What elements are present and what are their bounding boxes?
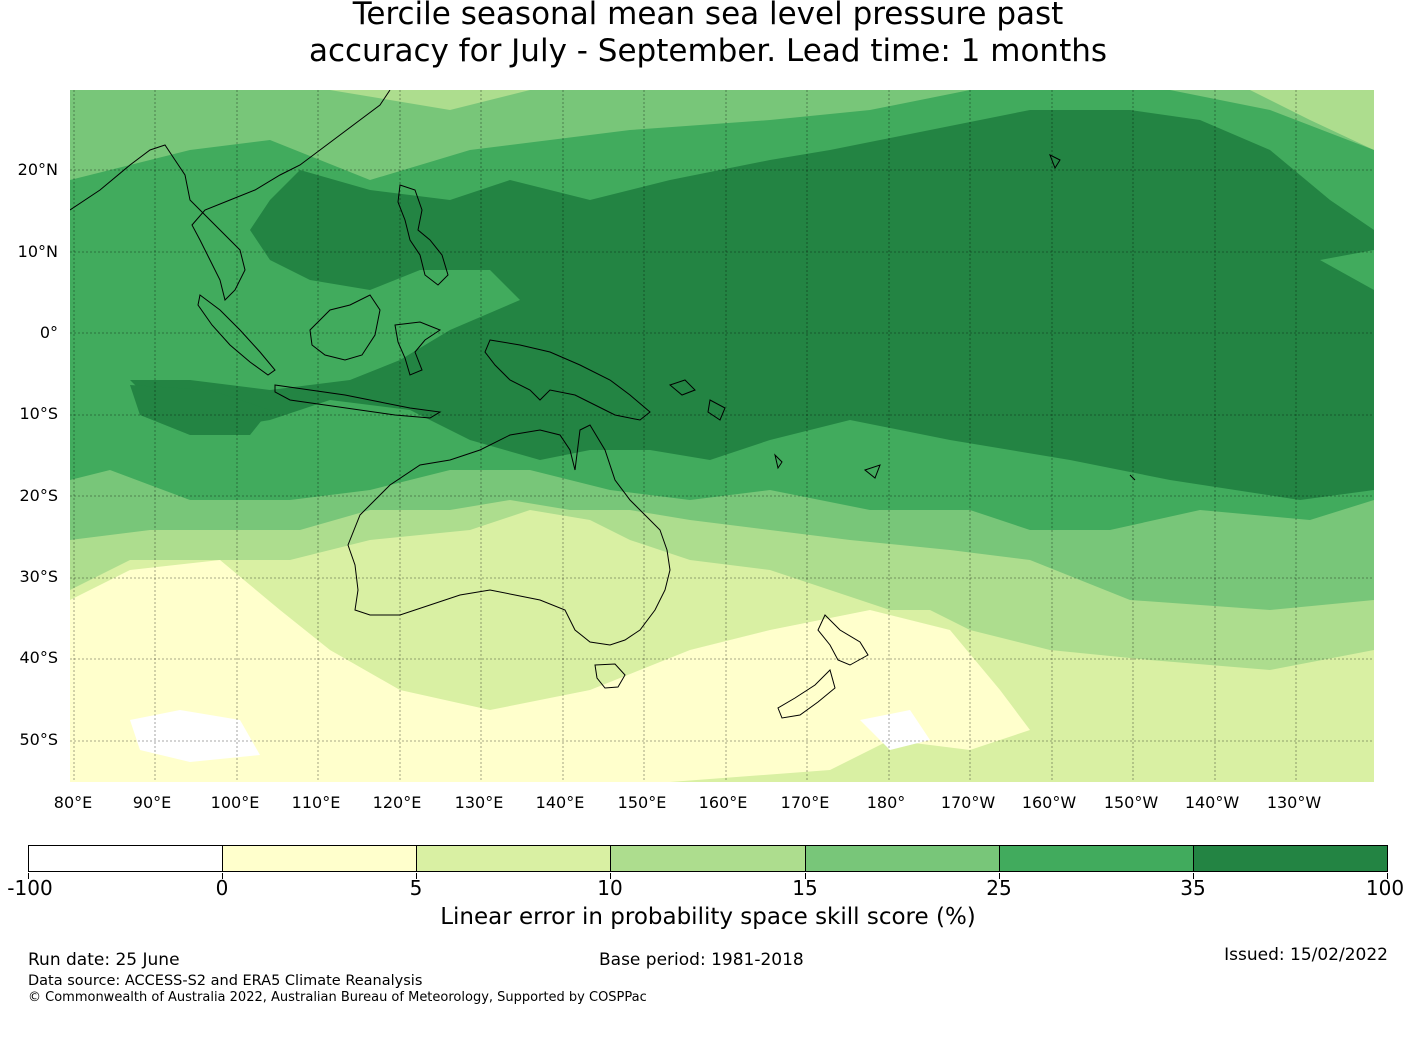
lat-label-50s: 50°S (19, 730, 58, 749)
lon-label-150e: 150°E (617, 793, 667, 812)
colorbar-segment-5 (999, 846, 1194, 871)
skill-band-darkest (130, 110, 1374, 500)
lat-label-40s: 40°S (19, 648, 58, 667)
lon-label-100e: 100°E (210, 793, 260, 812)
skill-band-south-pale (70, 560, 1030, 782)
map-title-line-2: accuracy for July - September. Lead time… (308, 33, 1108, 69)
lat-label-20n: 20°N (17, 160, 58, 179)
lat-label-equator: 0° (39, 323, 58, 342)
colorbar-tick-label: 25 (986, 876, 1012, 900)
map-title-line-1: Tercile seasonal mean sea level pressure… (352, 0, 1064, 32)
colorbar-tick-mark (1387, 873, 1388, 879)
lon-label-140w: 140°W (1184, 793, 1240, 812)
lon-label-160w: 160°W (1021, 793, 1077, 812)
skill-band-south-white (130, 710, 260, 762)
coastline-tasmania (594, 663, 626, 689)
coastline-java-chain (274, 384, 442, 419)
issued-date: Issued: 15/02/2022 (1224, 945, 1388, 965)
colorbar-title: Linear error in probability space skill … (440, 904, 976, 930)
copyright-notice: © Commonwealth of Australia 2022, Austra… (28, 990, 647, 1005)
colorbar-tick-mark (610, 873, 611, 879)
coastline-pacific-islands (668, 153, 1136, 481)
colorbar-tick-mark (1193, 873, 1194, 879)
coastline-new-zealand (777, 614, 869, 719)
lon-label-180: 180° (866, 793, 906, 812)
graticule (70, 90, 1374, 782)
coastline-sumatra (197, 294, 276, 376)
lon-label-140e: 140°E (535, 793, 585, 812)
lon-label-130w: 130°W (1266, 793, 1322, 812)
lon-label-110e: 110°E (291, 793, 341, 812)
colorbar-tick-mark (416, 873, 417, 879)
lat-label-10s: 10°S (19, 404, 58, 423)
lon-label-120e: 120°E (372, 793, 422, 812)
lat-label-30s: 30°S (19, 567, 58, 586)
data-source: Data source: ACCESS-S2 and ERA5 Climate … (28, 973, 423, 989)
lat-label-10n: 10°N (17, 242, 58, 261)
colorbar-tick-label: 15 (792, 876, 818, 900)
coastline-borneo (309, 294, 381, 361)
colorbar-segment-0 (29, 846, 224, 871)
colorbar-tick-mark (28, 873, 29, 879)
colorbar-tick-label: 10 (597, 876, 623, 900)
colorbar-tick-mark (805, 873, 806, 879)
colorbar-tick-label: 5 (409, 876, 423, 900)
colorbar (28, 845, 1388, 872)
colorbar-segment-1 (223, 846, 418, 871)
colorbar-segment-4 (805, 846, 1000, 871)
skill-score-map (70, 90, 1374, 782)
colorbar-segment-2 (417, 846, 612, 871)
lat-label-20s: 20°S (19, 486, 58, 505)
colorbar-tick-label: 35 (1180, 876, 1206, 900)
lon-label-170w: 170°W (940, 793, 996, 812)
run-date: Run date: 25 June (28, 950, 180, 970)
lon-label-80e: 80°E (53, 793, 93, 812)
map-title: Tercile seasonal mean sea level pressure… (0, 0, 1416, 70)
colorbar-tick-mark (999, 873, 1000, 879)
colorbar-segment-6 (1193, 846, 1387, 871)
lon-label-90e: 90°E (132, 793, 172, 812)
coastline-asia-mainland (70, 90, 391, 301)
coastline-new-guinea (484, 339, 651, 421)
coastline-philippines (397, 184, 449, 286)
colorbar-tick-mark (222, 873, 223, 879)
skill-band-south-white-2 (860, 710, 930, 750)
coastline-sulawesi (394, 321, 442, 376)
colorbar-segment-3 (611, 846, 806, 871)
lon-label-150w: 150°W (1103, 793, 1159, 812)
colorbar-tick-label: -100 (7, 876, 53, 900)
lon-label-160e: 160°E (698, 793, 748, 812)
lon-label-170e: 170°E (780, 793, 830, 812)
skill-band-darkest-west (130, 385, 270, 435)
coastline-australia (347, 424, 671, 646)
colorbar-tick-label: 100 (1365, 876, 1405, 900)
base-period: Base period: 1981-2018 (599, 950, 804, 970)
lon-label-130e: 130°E (454, 793, 504, 812)
colorbar-tick-label: 0 (215, 876, 229, 900)
